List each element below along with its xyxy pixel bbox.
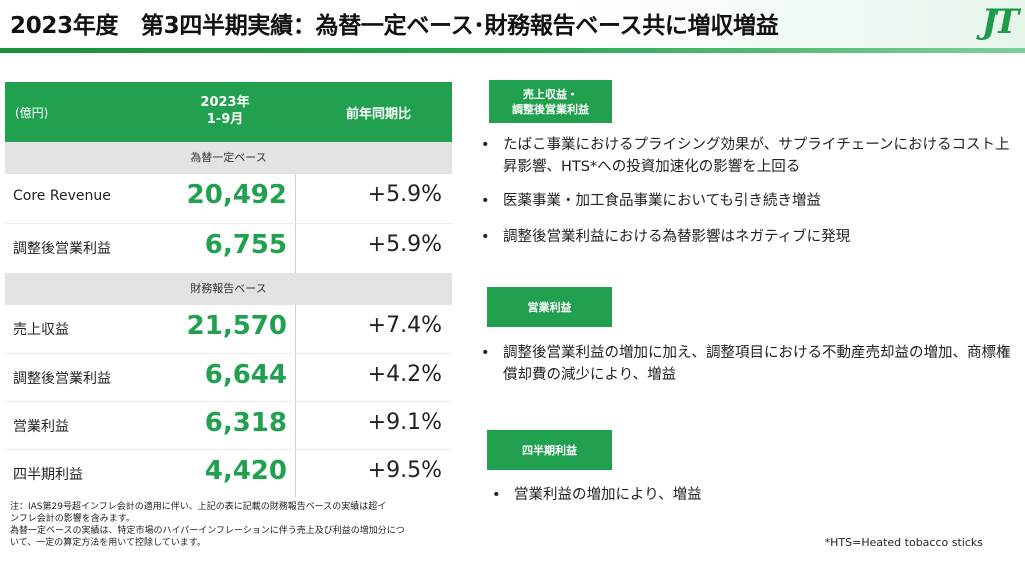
bullet-text: 調整後営業利益における為替影響はネガティブに発現 [503, 229, 851, 245]
row-yoy: +5.9% [367, 232, 442, 257]
row-value: 6,644 [204, 360, 287, 390]
bullet-item: • 調整後営業利益における為替影響はネガティブに発現 [481, 226, 1016, 248]
hts-footnote: *HTS=Heated tobacco sticks [824, 536, 983, 549]
row-yoy: +7.4% [367, 313, 442, 338]
section-fx-constant: 為替一定ベース [5, 142, 452, 174]
table-row: 調整後営業利益 6,644 +4.2% [5, 354, 452, 402]
period-header-line1: 2023年 [200, 95, 250, 110]
header-divider [0, 48, 1025, 53]
table-row: 営業利益 6,318 +9.1% [5, 402, 452, 450]
row-divider [5, 223, 452, 224]
bullet-icon: • [492, 487, 501, 503]
row-yoy: +9.5% [367, 458, 442, 483]
row-label: 営業利益 [13, 419, 69, 435]
bullet-text: 調整後営業利益の増加に加え、調整項目における不動産売却益の増加、商標権償却費の減… [503, 345, 1011, 383]
bullet-icon: • [481, 345, 490, 361]
bullet-text: 営業利益の増加により、増益 [514, 487, 702, 503]
bullet-item: • たばこ事業におけるプライシング効果が、サプライチェーンにおけるコスト上昇影響… [481, 134, 1016, 178]
badge-operating-profit: 営業利益 [487, 287, 612, 327]
period-header-line2: 1-9月 [206, 112, 244, 127]
badge-quarterly-profit: 四半期利益 [487, 430, 612, 470]
period-header: 2023年 1-9月 [155, 94, 295, 128]
bullet-text: たばこ事業におけるプライシング効果が、サプライチェーンにおけるコスト上昇影響、H… [503, 137, 1010, 175]
row-yoy: +4.2% [367, 362, 442, 387]
row-yoy: +5.9% [367, 182, 442, 207]
table-row: Core Revenue 20,492 +5.9% [5, 174, 452, 222]
table-row: 売上収益 21,570 +7.4% [5, 305, 452, 353]
note-line: 注：IAS第29号超インフレ会計の適用に伴い、上記の表に記載の財務報告ベースの実… [10, 502, 387, 512]
row-divider [5, 353, 452, 354]
badge-revenue-adjusted-op: 売上収益・ 調整後営業利益 [489, 80, 612, 123]
row-divider [5, 449, 452, 450]
row-label: 調整後営業利益 [13, 241, 111, 257]
slide-header: 2023年度 第3四半期実績：為替一定ベース･財務報告ベース共に増収増益 JT [0, 0, 1025, 48]
section-financial-reporting: 財務報告ベース [5, 273, 452, 305]
table-row: 調整後営業利益 6,755 +5.9% [5, 224, 452, 272]
row-label: Core Revenue [13, 188, 111, 204]
row-label: 四半期利益 [13, 467, 83, 483]
bullet-item: • 医薬事業・加工食品事業においても引き続き増益 [481, 190, 1016, 212]
unit-label: (億円) [15, 106, 49, 120]
bullet-item: • 調整後営業利益の増加に加え、調整項目における不動産売却益の増加、商標権償却費… [481, 342, 1016, 386]
bullet-item: • 営業利益の増加により、増益 [492, 484, 992, 506]
jt-logo: JT [981, 2, 1019, 42]
table-row: 四半期利益 4,420 +9.5% [5, 450, 452, 498]
row-value: 21,570 [186, 311, 287, 341]
row-value: 6,755 [204, 230, 287, 260]
row-label: 売上収益 [13, 322, 69, 338]
row-yoy: +9.1% [367, 410, 442, 435]
yoy-header: 前年同期比 [345, 107, 411, 122]
badge-line: 売上収益・ [523, 87, 578, 101]
bullet-icon: • [481, 229, 490, 245]
badge-line: 調整後営業利益 [512, 102, 589, 116]
bullet-text: 医薬事業・加工食品事業においても引き続き増益 [503, 193, 821, 209]
bullet-icon: • [481, 193, 490, 209]
note-line: 為替一定ベースの実績は、特定市場のハイパーインフレーションに伴う売上及び利益の増… [10, 526, 405, 536]
note-line: ンフレ会計の影響を含みます。 [10, 514, 135, 524]
bullet-icon: • [481, 137, 490, 153]
table-header: (億円) 2023年 1-9月 前年同期比 [5, 82, 452, 142]
row-value: 6,318 [204, 408, 287, 438]
note-line: いて、一定の算定方法を用いて控除しています。 [10, 538, 206, 548]
page-title: 2023年度 第3四半期実績：為替一定ベース･財務報告ベース共に増収増益 [10, 13, 779, 39]
table-note: 注：IAS第29号超インフレ会計の適用に伴い、上記の表に記載の財務報告ベースの実… [10, 501, 450, 549]
row-divider [5, 401, 452, 402]
row-value: 4,420 [204, 456, 287, 486]
row-label: 調整後営業利益 [13, 371, 111, 387]
row-value: 20,492 [186, 180, 287, 210]
